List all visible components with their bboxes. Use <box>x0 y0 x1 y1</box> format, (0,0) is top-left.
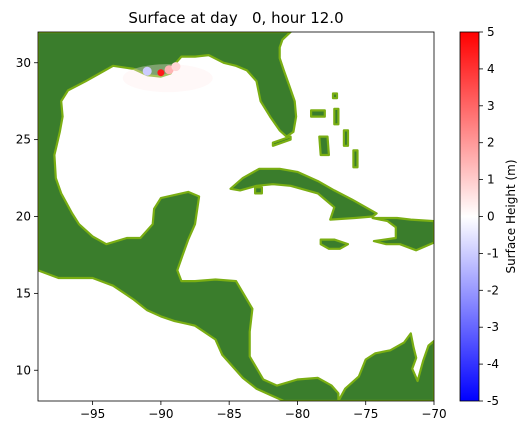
land-cuba <box>229 167 378 221</box>
land-bahamas-south <box>352 149 359 169</box>
anomaly-point-3 <box>142 66 152 76</box>
land-isle-of-youth <box>254 186 263 195</box>
plot-area <box>37 31 435 402</box>
colorbar: 5 4 3 2 1 0 -1 -2 -3 -4 -5 Surface Height (m) <box>459 25 518 408</box>
colorbar-tick-label: 2 <box>487 136 495 150</box>
x-tick-label: −70 <box>421 407 446 421</box>
colorbar-ticks: 5 4 3 2 1 0 -1 -2 -3 -4 -5 <box>479 25 499 408</box>
y-tick-label: 30 <box>16 56 31 70</box>
x-tick-label: −75 <box>353 407 378 421</box>
colorbar-tick-label: 5 <box>487 25 495 39</box>
colorbar-tick-label: -3 <box>487 320 499 334</box>
land-north-america-central-america <box>38 32 340 401</box>
x-tick-label: −80 <box>285 407 310 421</box>
colorbar-tick-label: 4 <box>487 62 495 76</box>
land-bahamas-north-speck <box>331 92 339 100</box>
anomaly-point-0 <box>157 69 165 77</box>
y-tick-label: 10 <box>16 363 31 377</box>
colorbar-label: Surface Height (m) <box>504 159 518 273</box>
anomaly-point-2 <box>171 62 181 72</box>
land-hispaniola <box>371 216 434 252</box>
colorbar-tick-label: 0 <box>487 210 495 224</box>
y-tick-label: 25 <box>16 133 31 147</box>
x-tick-label: −90 <box>148 407 173 421</box>
land-layer <box>38 32 434 401</box>
colorbar-gradient <box>459 31 480 402</box>
land-florida-keys <box>271 135 292 147</box>
x-tick-label: −85 <box>217 407 242 421</box>
y-tick-label: 15 <box>16 286 31 300</box>
land-bahamas-grand <box>310 109 326 118</box>
land-bahamas-abaco <box>333 107 340 126</box>
x-axis: −95 −90 −85 −80 −75 −70 <box>80 401 447 421</box>
colorbar-tick-label: 1 <box>487 173 495 187</box>
colorbar-tick-label: -5 <box>487 394 499 408</box>
y-tick-label: 20 <box>16 210 31 224</box>
colorbar-tick-label: -2 <box>487 283 499 297</box>
land-jamaica <box>319 238 350 250</box>
land-south-america <box>337 332 434 401</box>
anomaly-point-1 <box>164 65 174 75</box>
anomaly-layer <box>122 62 213 93</box>
chart-title: Surface at day 0, hour 12.0 <box>128 9 343 27</box>
colorbar-tick-label: -4 <box>487 357 499 371</box>
x-tick-label: −95 <box>80 407 105 421</box>
colorbar-tick-label: 3 <box>487 99 495 113</box>
land-bahamas-andros <box>318 135 330 157</box>
y-axis: 10 15 20 25 30 <box>16 56 38 377</box>
colorbar-tick-label: -1 <box>487 246 499 260</box>
land-bahamas-eleuthera <box>342 129 350 147</box>
